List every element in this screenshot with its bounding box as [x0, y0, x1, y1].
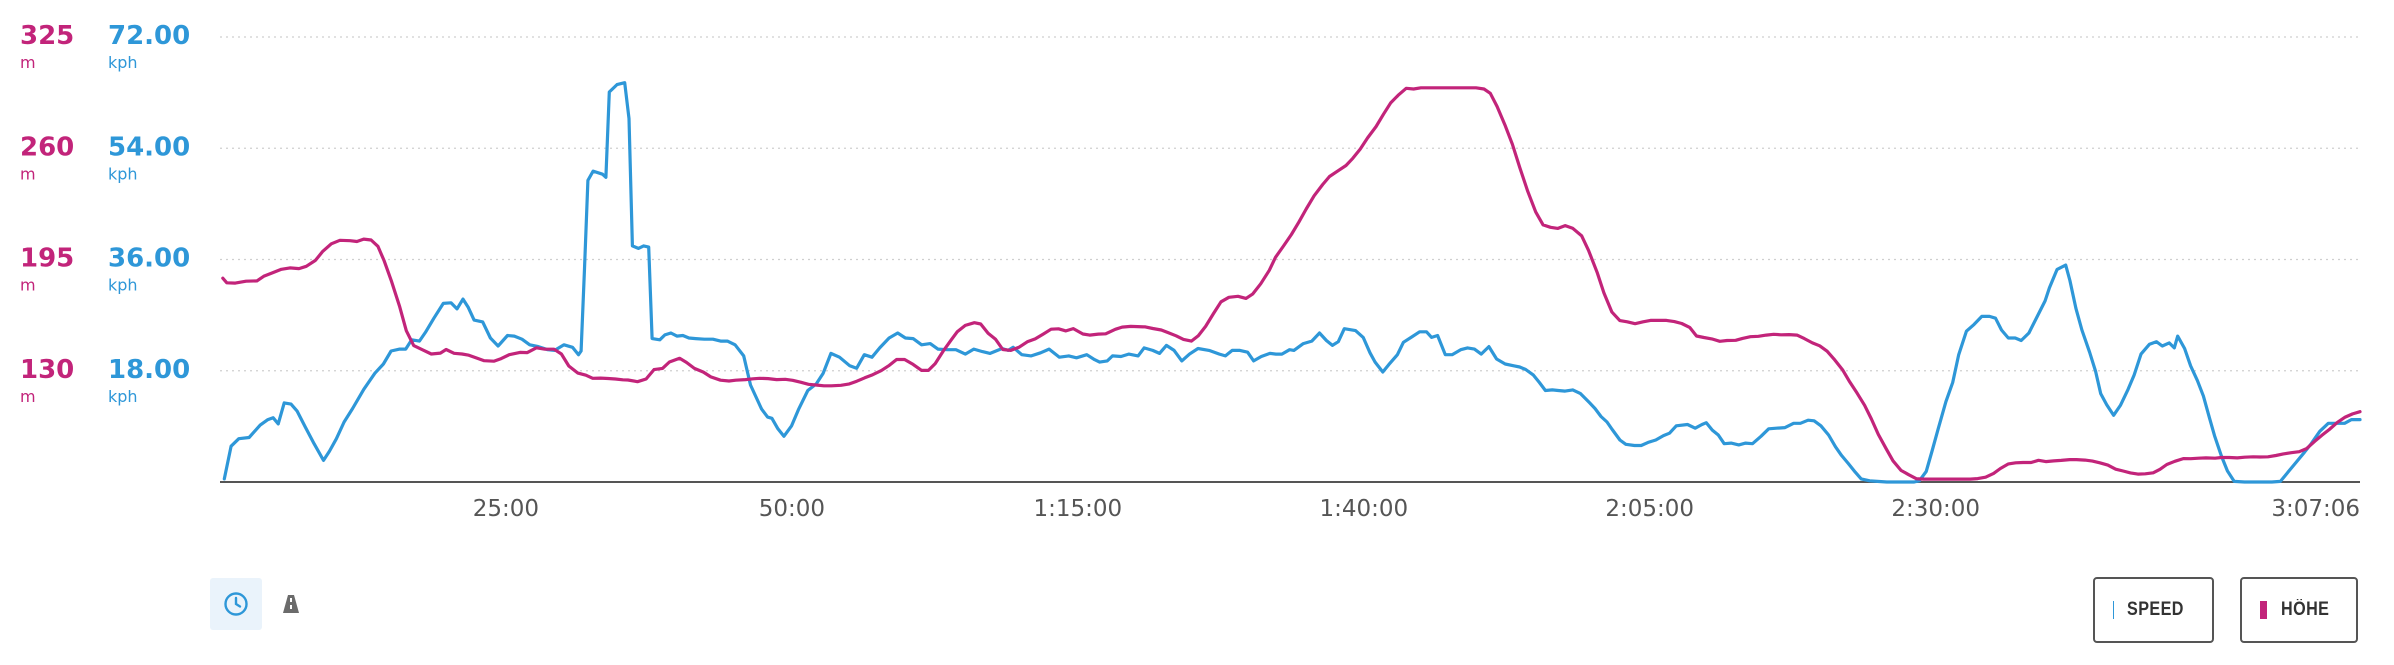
hoehe-tick-label: 130: [20, 355, 74, 385]
distance-axis-toggle[interactable]: [265, 578, 317, 630]
x-tick-label: 2:05:00: [1605, 496, 1694, 522]
elevation-speed-chart: 325 m 72.00 kph 260 m 54.00 kph 195 m 36.00 kph 130 m…: [20, 21, 2362, 522]
y-axes: 325 m 72.00 kph 260 m 54.00 kph 195 m 36.00 kph 130 m…: [20, 21, 190, 406]
time-axis-toggle[interactable]: [210, 578, 262, 630]
road-icon: [283, 595, 299, 613]
legend-swatch-hoehe: [2260, 601, 2268, 619]
hoehe-tick-label: 325: [20, 21, 74, 51]
speed-tick-label: 36.00: [108, 244, 190, 274]
x-tick-label: 1:40:00: [1319, 496, 1408, 522]
hoehe-unit-label: m: [20, 276, 36, 295]
speed-unit-label: kph: [108, 387, 138, 406]
speed-tick-label: 72.00: [108, 21, 190, 51]
speed-tick-label: 54.00: [108, 132, 190, 162]
speed-tick-label: 18.00: [108, 355, 190, 385]
x-tick-label: 1:15:00: [1033, 496, 1122, 522]
x-tick-label: 2:30:00: [1891, 496, 1980, 522]
x-tick-label: 3:07:06: [2271, 496, 2360, 522]
speed-unit-label: kph: [108, 276, 138, 295]
hoehe-unit-label: m: [20, 387, 36, 406]
x-tick-label: 50:00: [759, 496, 825, 522]
hoehe-tick-label: 260: [20, 132, 74, 162]
series-line-speed: [222, 81, 2362, 484]
legend-toggle-hoehe[interactable]: HÖHE: [2240, 577, 2358, 643]
hoehe-unit-label: m: [20, 53, 36, 72]
clock-icon: [224, 592, 248, 616]
speed-unit-label: kph: [108, 53, 138, 72]
hoehe-tick-label: 195: [20, 244, 74, 274]
x-tick-label: 25:00: [473, 496, 539, 522]
series-line-hoehe: [221, 86, 2362, 481]
series-layer: [221, 81, 2362, 484]
legend-label-speed: SPEED: [2127, 599, 2184, 620]
speed-unit-label: kph: [108, 164, 138, 183]
chart-grid: [220, 36, 2360, 372]
legend-toggle-speed[interactable]: SPEED: [2093, 577, 2214, 643]
legend-label-hoehe: HÖHE: [2281, 599, 2330, 620]
x-axis: 25:00 50:00 1:15:00 1:40:00 2:05:00 2:30:00 3:…: [220, 481, 2360, 522]
hoehe-unit-label: m: [20, 164, 36, 183]
